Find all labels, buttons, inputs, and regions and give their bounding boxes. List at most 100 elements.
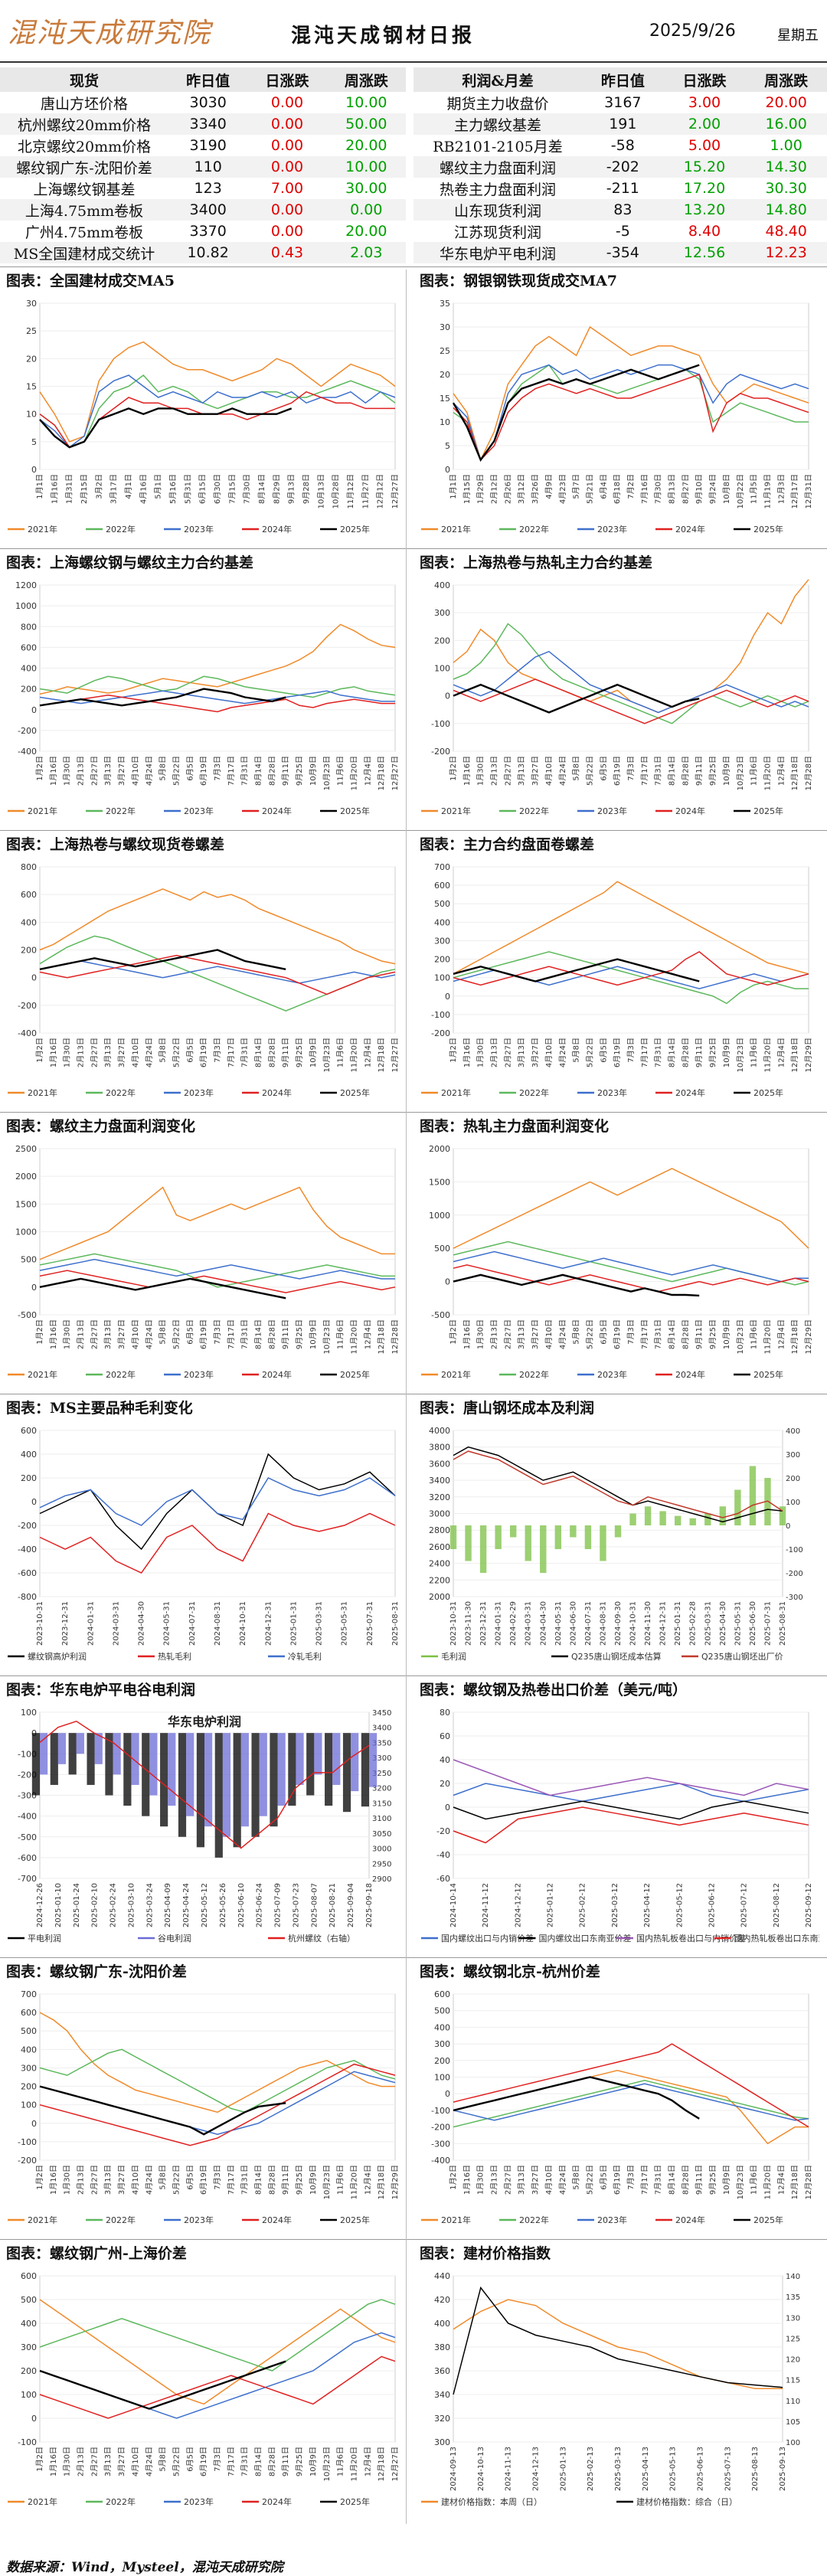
y-tick-label: 0: [445, 465, 450, 475]
x-tick-label: 11月19日: [763, 474, 772, 508]
row-label: MS全国建材成交统计: [13, 245, 155, 263]
chart-title: 图表：热轧主力盘面利润变化: [420, 1118, 610, 1135]
row-week-change: 16.00: [765, 116, 807, 132]
x-tick-label: 8月14日: [668, 1038, 677, 1067]
x-tick-label: 1月2日: [35, 2165, 44, 2190]
x-tick-label: 7月3日: [213, 756, 222, 781]
series-line: [39, 688, 286, 707]
x-tick-label: 4月10日: [544, 1038, 554, 1067]
series-line: [39, 954, 396, 995]
x-tick-label: 2024-11-30: [644, 1601, 652, 1646]
y-tick-label: 500: [21, 2026, 37, 2036]
y-tick-label: 0: [31, 2119, 37, 2129]
x-tick-label: 2025-01-13: [559, 2447, 567, 2491]
chart-inner-title: 华东电炉利润: [168, 1715, 241, 1729]
x-tick-label: 11月6日: [336, 1319, 345, 1349]
x-tick-label: 5月22日: [585, 2165, 594, 2195]
y2-tick-label: 3350: [372, 1739, 391, 1747]
legend-entry: 2021年: [441, 806, 471, 816]
table-row: 华东电炉平电利润 -354 12.56 12.23: [414, 242, 827, 263]
y-tick-label: 3000: [429, 1509, 450, 1519]
row-divider: [0, 1112, 827, 1113]
y-tick-label: -100: [18, 1749, 37, 1759]
series-line: [39, 690, 395, 704]
legend-entry: 2025年: [753, 806, 783, 816]
legend-entry: 2022年: [519, 806, 549, 816]
x-tick-label: 9月11日: [281, 1319, 290, 1349]
row-value: 123: [194, 180, 222, 197]
x-tick-label: 5月22日: [172, 1319, 181, 1349]
series-line: [453, 2080, 809, 2128]
y-tick-label: 0: [31, 465, 37, 475]
x-tick-label: 1月2日: [449, 1319, 458, 1345]
x-tick-label: 7月31日: [654, 2165, 663, 2195]
bar-mark: [525, 1525, 531, 1561]
x-tick-label: 1月16日: [463, 1038, 472, 1067]
x-tick-label: 1月16日: [49, 1319, 58, 1349]
chart-panel-p10: 图表：唐山钢坯成本及利润 2000 2200 2400 2600 2800 3000 3200…: [414, 1397, 827, 1672]
x-tick-label: 3月13日: [517, 756, 526, 786]
x-tick-label: 1月2日: [35, 756, 44, 781]
x-tick-label: 11月6日: [750, 1319, 759, 1349]
x-tick-label: 6月15日: [198, 474, 208, 504]
chart-panel-p5: 图表：上海热卷与螺纹现货卷螺差 -400 -200 0 200 400 600 800 1月2日…: [0, 833, 414, 1109]
x-tick-label: 12月28日: [804, 756, 813, 790]
x-tick-label: 7月3日: [213, 1038, 222, 1063]
row-value: 3370: [189, 223, 227, 240]
chart-title: 图表：华东电炉平电谷电利润: [6, 1682, 196, 1698]
bar-mark: [233, 1733, 241, 1848]
y-tick-label: 600: [21, 642, 37, 652]
x-tick-label: 6月5日: [185, 756, 194, 781]
legend-entry: 2025年: [340, 806, 370, 816]
x-tick-label: 12月4日: [363, 2165, 372, 2195]
x-tick-label: 4月24日: [145, 2165, 154, 2195]
x-tick-label: 1月30日: [476, 2165, 485, 2195]
data-source-note: 数据来源：Wind，Mysteel，混沌天成研究院: [6, 2560, 283, 2575]
bar-mark: [87, 1733, 95, 1785]
row-day-change: 12.56: [683, 244, 726, 261]
x-tick-label: 7月17日: [227, 2165, 236, 2195]
x-tick-label: 2024-12-12: [514, 1883, 522, 1927]
x-tick-label: 2月27日: [90, 2447, 99, 2476]
x-tick-label: 8月27日: [681, 474, 690, 504]
row-value: -202: [606, 159, 639, 175]
chart-panel-p6: 图表：主力合约盘面卷螺差 -200 -100 0 100 200 300 400 500 600 7…: [414, 833, 827, 1109]
bar-mark: [629, 1513, 636, 1525]
x-tick-label: 6月5日: [599, 1319, 608, 1345]
row-week-change: 20.00: [345, 137, 387, 154]
y-tick-label: 10: [26, 410, 37, 420]
series-line: [39, 1258, 395, 1280]
bar-mark: [600, 1525, 606, 1561]
legend-entry: 热轧毛利: [158, 1651, 191, 1662]
y2-tick-label: -300: [786, 1594, 803, 1602]
x-tick-label: 2025-06-24: [256, 1883, 264, 1927]
y-tick-label: -100: [18, 2437, 37, 2447]
x-tick-label: 11月12日: [346, 474, 355, 508]
y-tick-label: 4000: [429, 1426, 450, 1436]
bar-mark: [614, 1525, 622, 1538]
x-tick-label: 2024-08-31: [214, 1601, 222, 1646]
table-row: 江苏现货利润 -5 8.40 48.40: [414, 221, 827, 242]
legend-entry: 国内螺纹出口与内销价差: [441, 1933, 534, 1943]
x-tick-label: 8月14日: [254, 2165, 263, 2195]
spot-price-table: 现货 昨日值 日涨跌 周涨跌 唐山方坯价格 3030 0.00 10.00 杭州螺纹20…: [0, 67, 406, 263]
y-tick-label: 400: [434, 917, 450, 927]
y-tick-label: -400: [431, 2156, 450, 2166]
x-tick-label: 10月23日: [322, 2447, 332, 2481]
row-divider: [0, 266, 827, 267]
table-row: RB2101-2105月差 -58 5.00 1.00: [414, 135, 827, 156]
x-tick-label: 7月31日: [240, 1319, 250, 1349]
x-tick-label: 1月16日: [49, 2447, 58, 2476]
series-line: [453, 2286, 783, 2395]
row-label: 螺纹主力盘面利润: [439, 159, 556, 177]
legend-entry: 2025年: [753, 1369, 783, 1380]
x-tick-label: 3月2日: [94, 474, 103, 499]
x-tick-label: 2月13日: [77, 2165, 86, 2195]
y-tick-label: -200: [18, 1521, 37, 1531]
y-tick-label: -300: [431, 2139, 450, 2149]
x-tick-label: 3月27日: [531, 1319, 540, 1349]
x-tick-label: 8月14日: [254, 1038, 263, 1067]
x-tick-label: 10月9日: [722, 2165, 731, 2195]
x-tick-label: 7月16日: [640, 474, 649, 504]
legend-entry: 2021年: [28, 2215, 57, 2225]
